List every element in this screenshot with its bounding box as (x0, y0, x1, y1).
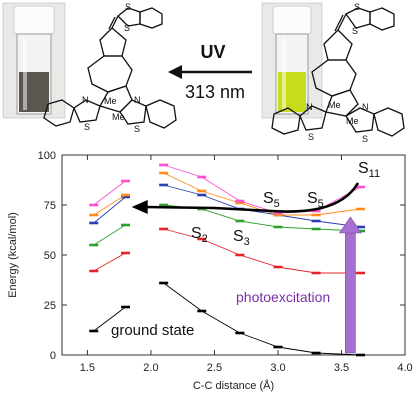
atom-label: S (125, 2, 131, 12)
excitation-arrow-head (338, 216, 362, 234)
state-label-s2: S2 (191, 225, 208, 245)
svg-text:S5: S5 (307, 190, 324, 210)
atom-label: S (352, 26, 358, 36)
ground-state-label: ground state (111, 322, 194, 339)
atom-label: Me (104, 96, 117, 106)
state-sub: 5 (318, 198, 324, 210)
series-line (93, 194, 126, 216)
series-line (93, 252, 126, 272)
photoexcitation-label: photoexcitation (236, 289, 330, 305)
vial-left-photo (2, 2, 66, 119)
series-5 (89, 163, 366, 215)
state-sub: 3 (244, 236, 250, 248)
atom-label: Me (328, 100, 341, 110)
x-tick-label: 2.0 (143, 362, 158, 374)
y-axis-title: Energy (kcal/mol) (7, 212, 19, 298)
state-base: S (358, 160, 369, 177)
y-tick-label: 75 (44, 200, 56, 212)
state-base: S (307, 190, 318, 207)
x-axis-title: C-C distance (Å) (193, 379, 274, 392)
molecule-open-form (271, 7, 405, 137)
x-tick-label: 4.0 (397, 362, 412, 374)
series-line (93, 180, 126, 206)
atom-label: S (124, 23, 130, 33)
molecule-closed-atoms: S S N N Me Me S S (82, 2, 141, 134)
series-line (163, 228, 361, 274)
series-1 (89, 227, 366, 275)
atom-label: S (134, 124, 140, 134)
svg-text:S3: S3 (233, 228, 250, 248)
state-label-s3: S3 (233, 228, 250, 248)
atom-label: N (362, 102, 369, 112)
series-4 (89, 171, 366, 217)
series-line (93, 306, 126, 332)
x-tick-label: 3.5 (334, 362, 349, 374)
series-2 (89, 203, 366, 247)
x-tick-label: 3.0 (270, 362, 285, 374)
x-tick-label: 1.5 (80, 362, 95, 374)
relaxation-arrow-head (131, 200, 148, 214)
state-sub: 5 (274, 198, 280, 210)
series-line (93, 196, 126, 224)
reaction-scheme: UV 313 nm S S N N (2, 2, 405, 144)
state-label-s5-a: S5 (263, 190, 280, 210)
svg-text:S2: S2 (191, 225, 208, 245)
series-0 (89, 281, 366, 357)
y-tick-label: 0 (50, 350, 56, 362)
svg-text:S11: S11 (358, 160, 380, 180)
series-line (93, 224, 126, 246)
atom-label: S (354, 2, 360, 12)
atom-label: Me (112, 112, 125, 122)
atom-label: S (308, 132, 314, 142)
molecule-open-atoms: S S N N Me Me S S (306, 2, 369, 144)
atom-label: S (362, 134, 368, 144)
atom-label: S (84, 122, 90, 132)
atom-label: N (82, 95, 89, 105)
svg-text:S5: S5 (263, 190, 280, 210)
reaction-arrow (168, 65, 252, 79)
state-label-s5-b: S5 (307, 190, 324, 210)
state-sub: 2 (202, 233, 208, 245)
state-sub: 11 (369, 168, 380, 180)
y-tick-label: 25 (44, 300, 56, 312)
state-base: S (191, 225, 202, 242)
series-line (163, 172, 361, 216)
atom-label: N (134, 95, 141, 105)
molecule-closed-form (43, 7, 177, 129)
atom-label: N (306, 102, 313, 112)
y-tick-label: 50 (44, 250, 56, 262)
vial-right-photo (261, 2, 323, 119)
chart-series (89, 163, 366, 357)
series-line (163, 282, 361, 356)
excitation-arrow-shaft (345, 230, 356, 354)
y-tick-label: 100 (38, 150, 56, 162)
state-base: S (233, 228, 244, 245)
relaxation-path-arrow (144, 182, 360, 213)
state-label-s11: S11 (358, 160, 380, 180)
state-base: S (263, 190, 274, 207)
x-tick-label: 2.5 (207, 362, 222, 374)
series-line (163, 184, 361, 228)
wavelength-label: 313 nm (185, 82, 245, 102)
atom-label: Me (346, 116, 359, 126)
uv-label: UV (200, 42, 225, 62)
